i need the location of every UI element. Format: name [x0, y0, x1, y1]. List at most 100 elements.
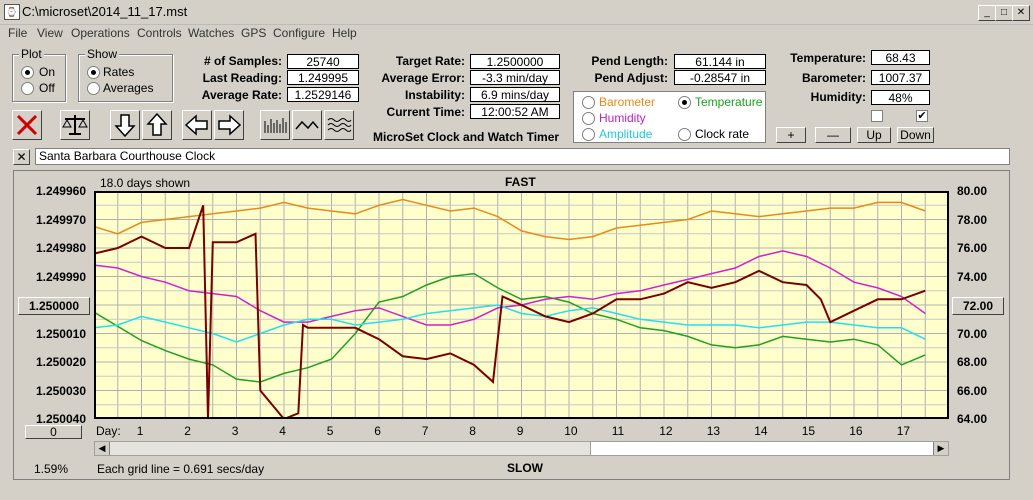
right-arrow-button[interactable]	[214, 110, 244, 140]
left-tick-label: 1.249960	[35, 184, 86, 198]
window-title: C:\microset\2014_11_17.mst	[22, 4, 188, 19]
wave-view-button[interactable]	[324, 110, 354, 140]
x-tick-label: 9	[516, 424, 524, 438]
down-button[interactable]: Down	[897, 127, 934, 143]
wave-icon	[327, 118, 352, 132]
barometer-value: 1007.37	[871, 70, 930, 85]
menu-bar: File View Operations Controls Watches GP…	[0, 24, 1033, 42]
barometer-radio[interactable]	[582, 96, 595, 109]
series-barometer	[94, 272, 926, 383]
menu-operations[interactable]: Operations	[71, 26, 130, 40]
menu-help[interactable]: Help	[332, 26, 357, 40]
down-arrow-icon	[114, 114, 136, 138]
menu-file[interactable]: File	[8, 26, 28, 40]
chart-panel	[13, 170, 1010, 480]
show-averages-radio[interactable]	[87, 82, 100, 95]
percent-label: 1.59%	[34, 462, 69, 476]
left-tick-label: 1.250010	[35, 326, 86, 341]
plot-off-radio[interactable]	[21, 82, 34, 95]
bars-view-button[interactable]	[260, 110, 290, 140]
plot-on-label: On	[39, 65, 56, 79]
close-window-button[interactable]: ✕	[1012, 5, 1030, 21]
menu-configure[interactable]: Configure	[273, 26, 326, 40]
menu-view[interactable]: View	[37, 26, 63, 40]
checkbox-unchecked[interactable]	[871, 110, 883, 122]
up-arrow-button[interactable]	[142, 110, 172, 140]
amplitude-radio[interactable]	[582, 128, 595, 141]
days-shown-label: 18.0 days shown	[100, 176, 191, 190]
maximize-button[interactable]: □	[995, 5, 1013, 21]
clock-rate-radio[interactable]	[678, 128, 691, 141]
show-rates-label: Rates	[103, 65, 135, 79]
current-time-value: 12:00:52 AM	[470, 104, 560, 119]
scroll-right-icon[interactable]: ▶	[933, 442, 948, 455]
series-clock-rate	[94, 204, 926, 419]
right-arrow-icon	[218, 114, 242, 136]
up-button[interactable]: Up	[857, 127, 891, 143]
humidity-radio[interactable]	[582, 112, 595, 125]
show-group: Show Rates Averages	[78, 47, 173, 102]
right-tick-label: 68.00	[957, 355, 988, 369]
samples-label: # of Samples:	[203, 54, 282, 68]
right-tick-label: 74.00	[957, 269, 988, 284]
x-tick-label: 13	[706, 424, 721, 438]
show-group-title: Show	[85, 47, 120, 61]
offset-box[interactable]: 0	[25, 425, 82, 439]
right-tick-label: 64.00	[957, 412, 988, 426]
x-tick-label: 4	[279, 424, 286, 438]
target-rate-label: Target Rate:	[395, 54, 465, 68]
show-rates-radio[interactable]	[87, 66, 100, 79]
left-tick-label: 1.249970	[35, 212, 86, 227]
menu-gps[interactable]: GPS	[241, 26, 267, 40]
plot-group: Plot On Off	[12, 47, 66, 102]
balance-button[interactable]	[60, 110, 90, 140]
instability-label: Instability:	[404, 88, 465, 102]
left-tick-label: 1.250040	[35, 412, 86, 426]
minus-button[interactable]: —	[815, 127, 851, 143]
series-humidity	[94, 250, 926, 326]
center-temp-button[interactable]: 72.00	[952, 297, 1004, 315]
plot-off-label: Off	[39, 81, 55, 95]
left-tick-label: 1.250030	[35, 383, 86, 398]
left-arrow-icon	[184, 114, 208, 136]
plus-button[interactable]: +	[776, 127, 806, 143]
chart-plot-area	[94, 191, 949, 419]
minimize-button[interactable]: _	[978, 5, 996, 21]
red-x-icon	[16, 114, 38, 136]
bar-graph-icon	[264, 118, 287, 133]
average-rate-value: 1.2529146	[287, 87, 359, 102]
stop-button[interactable]	[12, 110, 42, 140]
plot-on-radio[interactable]	[21, 66, 34, 79]
x-tick-label: 15	[801, 424, 816, 438]
title-bar: ⌚ C:\microset\2014_11_17.mst _ □ ✕	[0, 0, 1033, 25]
center-rate-button[interactable]: 1.250000	[18, 297, 90, 315]
checkbox-checked[interactable]: ✔	[916, 110, 928, 122]
show-averages-label: Averages	[103, 81, 154, 95]
pend-length-value: 61.144 in	[674, 54, 766, 69]
app-icon: ⌚	[4, 4, 20, 20]
menu-controls[interactable]: Controls	[137, 26, 182, 40]
left-arrow-button[interactable]	[182, 110, 212, 140]
chart-scrollbar[interactable]: ◀ ▶	[94, 441, 949, 456]
scroll-left-icon[interactable]: ◀	[95, 442, 110, 455]
scroll-thumb[interactable]	[590, 442, 936, 455]
average-error-label: Average Error:	[381, 71, 465, 85]
x-tick-label: 14	[754, 424, 768, 438]
menu-watches[interactable]: Watches	[188, 26, 235, 40]
humidity-value: 48%	[871, 90, 930, 105]
description-field[interactable]: Santa Barbara Courthouse Clock	[35, 148, 1010, 165]
temperature-radio[interactable]	[678, 96, 691, 109]
right-tick-label: 78.00	[957, 212, 988, 227]
line-view-button[interactable]	[292, 110, 322, 140]
barometer-reading-label: Barometer:	[801, 71, 866, 85]
x-tick-label: 16	[849, 424, 863, 438]
fast-label: FAST	[505, 175, 536, 189]
x-tick-label: 12	[659, 424, 673, 438]
amplitude-option-label: Amplitude	[599, 127, 653, 141]
average-error-value: -3.3 min/day	[470, 70, 560, 85]
x-tick-label: 5	[326, 424, 334, 438]
plot-group-title: Plot	[19, 47, 44, 61]
clear-description-button[interactable]: ✕	[13, 149, 30, 165]
down-arrow-button[interactable]	[110, 110, 140, 140]
right-tick-label: 70.00	[957, 326, 988, 341]
